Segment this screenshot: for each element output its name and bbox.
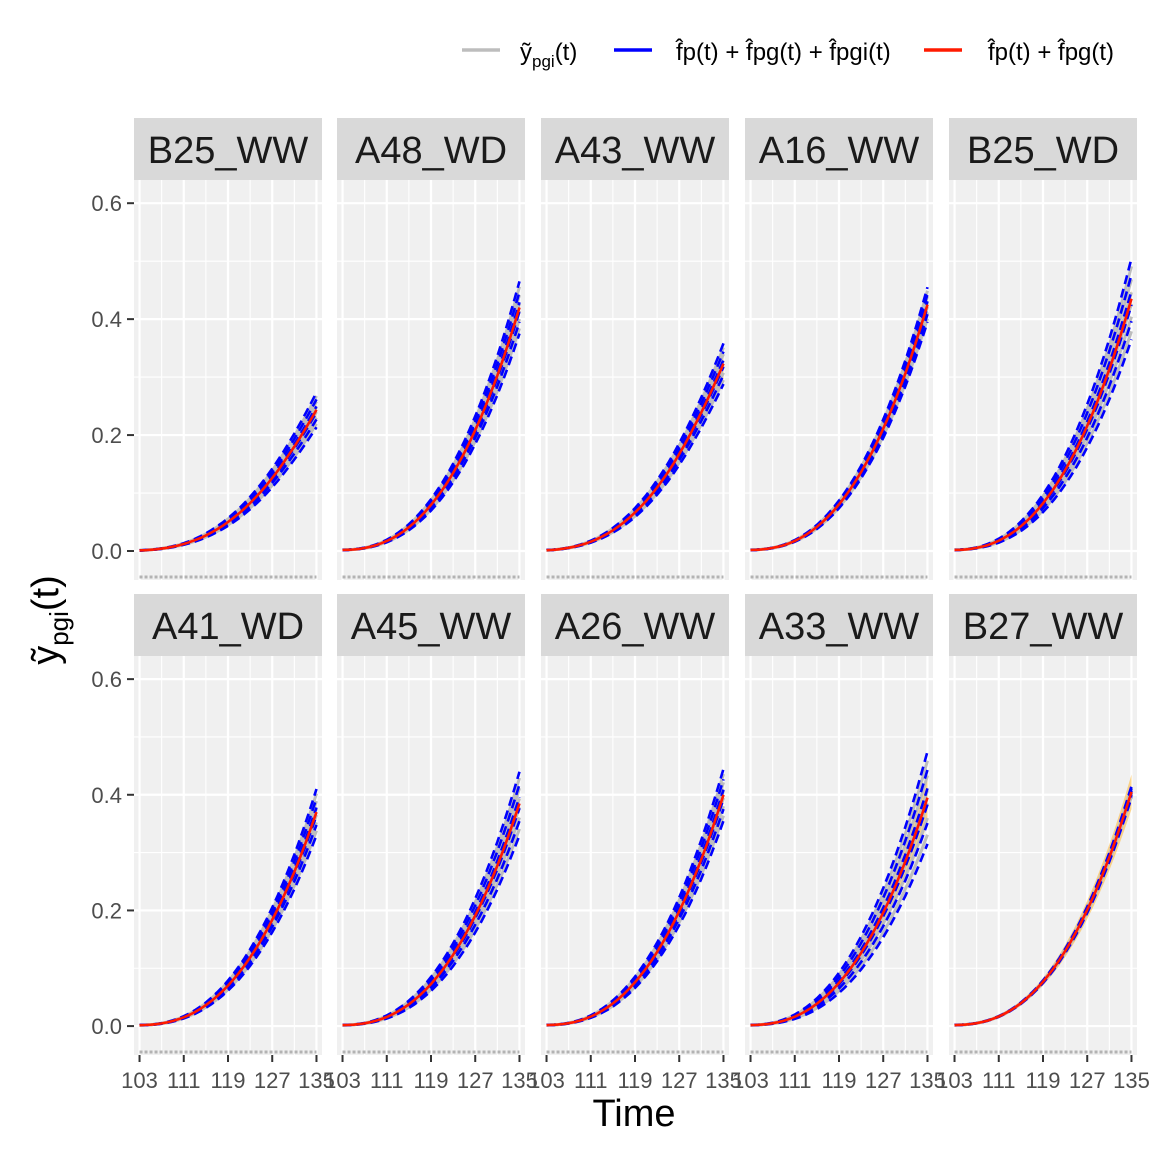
strip-bg: [541, 118, 729, 180]
legend-label-1: ỹpgi(t): [520, 39, 577, 71]
y-axis-title: ỹpgi(t): [25, 575, 74, 665]
x-tick-label: 119: [210, 1068, 245, 1093]
strip-bg: [134, 118, 322, 180]
panel-a26_ww: A26_WW: [541, 594, 729, 1055]
y-tick-label: 0.6: [91, 191, 122, 216]
strip-bg: [745, 118, 933, 180]
strip-label: B27_WW: [963, 606, 1124, 648]
strip-bg: [949, 118, 1137, 180]
group-mean-series: [546, 794, 725, 1027]
legend: ỹpgi(t) f̂p(t) + f̂pg(t) + f̂pgi(t) f̂p(t)…: [462, 38, 1114, 71]
x-tick-label: 111: [982, 1068, 1015, 1093]
x-tick-label: 103: [121, 1068, 158, 1093]
x-tick-label: 119: [821, 1068, 856, 1093]
svg-text:ỹpgi(t): ỹpgi(t): [25, 575, 74, 665]
y-axis-title-tail: (t): [25, 575, 67, 611]
strip-label: A16_WW: [759, 130, 920, 172]
panel-a41_wd: A41_WD: [134, 594, 322, 1055]
x-tick-label: 111: [370, 1068, 403, 1093]
strip-bg: [134, 594, 322, 656]
group-mean-series: [750, 797, 929, 1027]
strip-label: B25_WD: [967, 130, 1119, 172]
group-mean-series: [954, 791, 1133, 1027]
panel-b25_wd: B25_WD: [949, 118, 1137, 580]
group-mean-series: [342, 803, 521, 1027]
x-tick-label: 111: [574, 1068, 607, 1093]
x-tick-label: 103: [528, 1068, 565, 1093]
confidence-band: [954, 774, 1132, 1026]
x-tick-label: 135: [298, 1068, 335, 1093]
x-tick-label: 103: [936, 1068, 973, 1093]
group-mean-series: [139, 811, 318, 1027]
strip-bg: [337, 594, 525, 656]
y-tick-label: 0.2: [91, 898, 122, 923]
x-tick-label: 135: [705, 1068, 742, 1093]
strip-label: B25_WW: [148, 130, 309, 172]
strip-bg: [745, 594, 933, 656]
x-tick-label: 135: [501, 1068, 538, 1093]
y-tick-label: 0.2: [91, 423, 122, 448]
panel-a48_wd: A48_WD: [337, 118, 525, 580]
x-tick-label: 111: [778, 1068, 811, 1093]
strip-bg: [337, 118, 525, 180]
panel-a33_ww: A33_WW: [745, 594, 933, 1055]
strip-label: A45_WW: [351, 606, 512, 648]
x-tick-label: 119: [413, 1068, 448, 1093]
x-tick-label: 111: [167, 1068, 200, 1093]
x-tick-label: 119: [1025, 1068, 1060, 1093]
x-tick-label: 135: [1113, 1068, 1150, 1093]
group-mean-series: [954, 298, 1133, 552]
x-tick-label: 127: [1069, 1068, 1106, 1093]
panel-a43_ww: A43_WW: [541, 118, 729, 580]
panel-a45_ww: A45_WW: [337, 594, 525, 1055]
x-tick-label: 127: [661, 1068, 698, 1093]
x-tick-label: 127: [457, 1068, 494, 1093]
x-tick-label: 135: [909, 1068, 946, 1093]
panels: B25_WW A48_WD A43_WW A16_WW B25_WD A41_WD A45_…: [134, 118, 1137, 1055]
strip-label: A43_WW: [555, 130, 716, 172]
panel-a16_ww: A16_WW: [745, 118, 933, 580]
x-axis-title: Time: [592, 1093, 675, 1135]
group-mean-series: [342, 307, 521, 552]
strip-label: A41_WD: [152, 606, 304, 648]
strip-bg: [949, 594, 1137, 656]
y-tick-label: 0.0: [91, 1014, 122, 1039]
strip-label: A33_WW: [759, 606, 920, 648]
legend-label-3: f̂p(t) + f̂pg(t): [987, 38, 1114, 66]
y-tick-label: 0.6: [91, 667, 122, 692]
x-tick-label: 127: [254, 1068, 291, 1093]
x-tick-label: 119: [617, 1068, 652, 1093]
strip-label: A26_WW: [555, 606, 716, 648]
y-axis-title-main: ỹ: [25, 646, 67, 665]
x-tick-label: 127: [865, 1068, 902, 1093]
group-mean-series: [546, 363, 725, 552]
panel-b27_ww: B27_WW: [949, 594, 1137, 1055]
strip-bg: [541, 594, 729, 656]
legend-label-2: f̂p(t) + f̂pg(t) + f̂pgi(t): [675, 38, 890, 66]
strip-label: A48_WD: [355, 130, 507, 172]
x-tick-label: 103: [324, 1068, 361, 1093]
x-tick-label: 103: [732, 1068, 769, 1093]
y-tick-label: 0.4: [91, 783, 122, 808]
group-mean-series: [750, 304, 929, 552]
y-tick-label: 0.4: [91, 307, 122, 332]
panel-b25_ww: B25_WW: [134, 118, 322, 580]
y-axis-title-sub: pgi: [44, 611, 74, 646]
y-tick-label: 0.0: [91, 539, 122, 564]
group-mean-series: [139, 409, 318, 552]
